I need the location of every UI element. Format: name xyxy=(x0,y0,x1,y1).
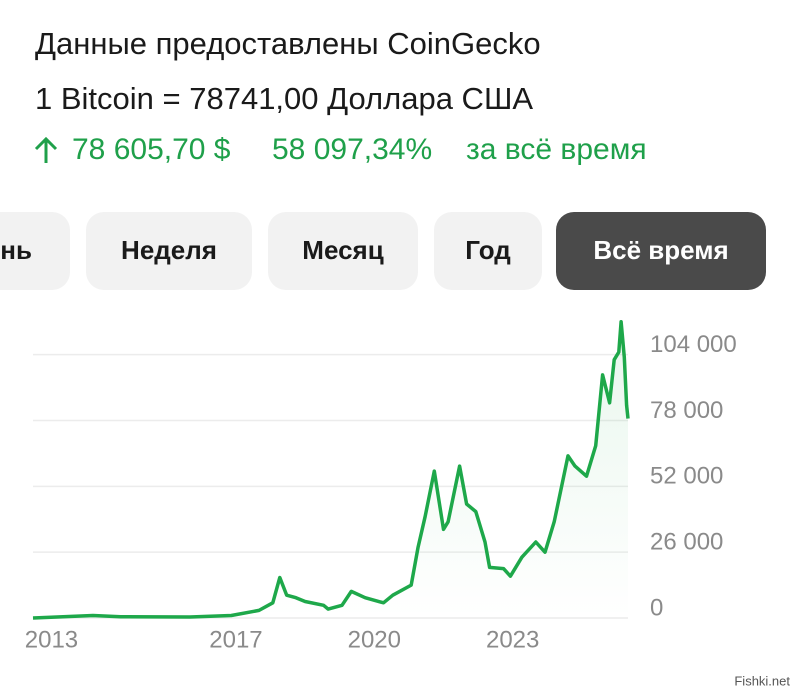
y-tick-label: 0 xyxy=(650,594,663,621)
x-tick-label: 2023 xyxy=(486,626,539,653)
tab[interactable] xyxy=(434,212,542,290)
price-line xyxy=(32,319,630,620)
tab[interactable] xyxy=(556,212,766,290)
tab-label[interactable]: Месяц xyxy=(302,235,383,265)
tabs: ень Неделя Месяц Год Всё время xyxy=(0,212,766,290)
x-tick-label: 2017 xyxy=(209,626,262,653)
tab-label[interactable]: Год xyxy=(465,235,511,265)
y-tick-label: 52 000 xyxy=(650,463,723,490)
x-tick-label: 2013 xyxy=(25,626,78,653)
change-abs: 78 605,70 $ xyxy=(72,133,231,166)
watermark: Fishki.net xyxy=(734,673,790,688)
tab[interactable] xyxy=(86,212,252,290)
plot: 0 26 000 52 000 78 000 104 000 2013 2017 2020 20… xyxy=(25,319,737,653)
tab-label[interactable]: Всё время xyxy=(593,235,728,265)
y-tick-label: 104 000 xyxy=(650,331,737,358)
tab[interactable] xyxy=(0,212,70,290)
x-tick-label: 2020 xyxy=(348,626,401,653)
rate: 1 Bitcoin = 78741,00 Доллара США xyxy=(35,81,533,116)
up-arrow xyxy=(34,136,58,163)
source-title: Данные предоставлены CoinGecko xyxy=(35,26,541,61)
y-tick-label: 26 000 xyxy=(650,529,723,556)
tab-label[interactable]: ень xyxy=(0,235,32,265)
y-tick-label: 78 000 xyxy=(650,397,723,424)
tab-label[interactable]: Неделя xyxy=(121,235,217,265)
period: за всё время xyxy=(466,133,647,166)
tab[interactable] xyxy=(268,212,418,290)
area-fill xyxy=(33,321,628,618)
change-pct: 58 097,34% xyxy=(272,133,432,166)
